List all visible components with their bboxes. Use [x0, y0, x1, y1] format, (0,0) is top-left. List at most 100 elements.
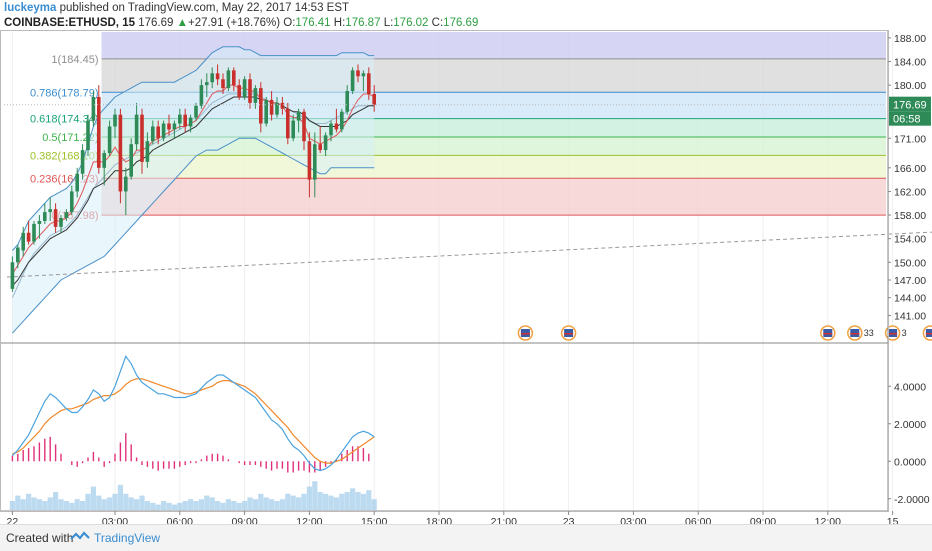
- candle-body: [113, 114, 117, 127]
- volume-bar: [85, 493, 91, 510]
- volume-bar: [301, 493, 307, 510]
- high-label: H:: [333, 17, 346, 29]
- volume-bar: [161, 501, 167, 510]
- candle-body: [334, 123, 339, 130]
- candle-body: [367, 73, 371, 94]
- volume-bar: [177, 502, 183, 510]
- candle-body: [226, 70, 231, 89]
- candle-body: [188, 117, 193, 127]
- candle-body: [167, 123, 171, 130]
- volume-bar: [42, 501, 48, 510]
- high-value: 176.87: [345, 17, 381, 29]
- volume-bar: [58, 499, 64, 510]
- tradingview-brand[interactable]: TradingView: [94, 531, 161, 545]
- volume-bar: [47, 497, 53, 510]
- chart-header: luckeyma published on TradingView.com, M…: [4, 0, 924, 32]
- candle-body: [37, 220, 42, 224]
- candle-body: [129, 144, 133, 177]
- volume-bar: [20, 499, 26, 510]
- volume-bar: [360, 493, 366, 510]
- candle-body: [156, 126, 160, 139]
- candle-body: [221, 79, 225, 89]
- volume-bar: [155, 504, 161, 510]
- volume-bar: [274, 501, 280, 510]
- candle-body: [107, 126, 112, 154]
- volume-bar: [69, 502, 75, 510]
- candle-body: [291, 120, 295, 139]
- volume-bar: [339, 493, 345, 510]
- price-tick-label: 166.00: [894, 163, 926, 175]
- time-tick-label: 12:00: [815, 516, 841, 524]
- candle-body: [269, 99, 274, 115]
- low-label: L:: [383, 17, 394, 29]
- candle-body: [372, 94, 376, 105]
- volume-bar: [312, 481, 318, 510]
- candle-body: [232, 70, 236, 86]
- volume-bar: [220, 502, 226, 510]
- volume-bar: [285, 493, 291, 510]
- candle-body: [32, 223, 36, 242]
- chart-canvas[interactable]: 1(184.45) 0.786(178.79) 0.618(174.34) 0.5(1…: [0, 30, 932, 524]
- bollinger-upper: [12, 46, 375, 251]
- ema-slow-line: [12, 96, 375, 287]
- candle-body: [118, 114, 123, 192]
- volume-bar: [80, 501, 86, 510]
- candle-body: [183, 114, 187, 127]
- candle-body: [140, 114, 144, 162]
- volume-bar: [366, 490, 372, 510]
- fib-level-label: 0.618(174.34): [30, 114, 99, 126]
- last-price: 176.69: [138, 17, 174, 29]
- indicator-tick-label: 2.0000: [894, 419, 926, 431]
- volume-bar: [333, 497, 339, 510]
- volume-bar: [231, 501, 237, 510]
- time-tick-label: 15:00: [361, 516, 387, 524]
- volume-bar: [150, 502, 156, 510]
- volume-bar: [247, 497, 253, 510]
- candle-body: [307, 141, 312, 180]
- price-tick-label: 184.00: [894, 57, 926, 69]
- volume-bar: [242, 501, 248, 510]
- volume-bar: [279, 499, 285, 510]
- volume-bar: [134, 499, 140, 510]
- candle-body: [80, 150, 85, 174]
- candle-body: [286, 108, 290, 139]
- volume-bar: [112, 493, 118, 510]
- candle-body: [86, 120, 90, 151]
- candle-body: [26, 232, 31, 242]
- volume-bar: [323, 493, 329, 510]
- price-tick-label: 144.00: [894, 293, 926, 305]
- price-tick-label: 141.00: [894, 310, 926, 322]
- time-tick-label: 09:00: [231, 516, 257, 524]
- dividend-marker-count: 33: [864, 328, 874, 338]
- time-tick-label: 09:00: [750, 516, 776, 524]
- time-tick-label: 21:00: [491, 516, 517, 524]
- volume-bar: [107, 497, 113, 510]
- price-tick-label: 171.00: [894, 133, 926, 145]
- fib-level-label: 0.5(171.22): [42, 132, 98, 144]
- volume-bar: [31, 497, 37, 510]
- volume-bar: [101, 499, 107, 510]
- candle-body: [70, 191, 74, 213]
- volume-bar: [204, 495, 210, 510]
- candle-body: [172, 123, 177, 130]
- volume-bar: [296, 497, 302, 510]
- indicator-tick-label: 0.0000: [894, 456, 926, 468]
- volume-bar: [188, 499, 194, 510]
- last-price-badge: [889, 96, 931, 112]
- fib-level-label: 0.786(178.79): [30, 87, 99, 99]
- volume-bar: [171, 504, 177, 510]
- flag-stripe: [850, 333, 860, 335]
- change-value: +27.91 (+18.76%): [187, 17, 281, 29]
- candle-body: [248, 79, 252, 103]
- volume-bar: [166, 502, 172, 510]
- candle-body: [64, 212, 69, 218]
- price-tick-label: 188.00: [894, 33, 926, 45]
- candle-body: [205, 82, 209, 86]
- candle-body: [264, 99, 268, 124]
- time-tick-label: 23: [563, 516, 575, 524]
- volume-bar: [252, 499, 258, 510]
- flag-stripe: [520, 333, 530, 335]
- indicator-tick-label: 4.0000: [894, 381, 926, 393]
- author-name[interactable]: luckeyma: [4, 2, 57, 14]
- candle-body: [280, 102, 285, 109]
